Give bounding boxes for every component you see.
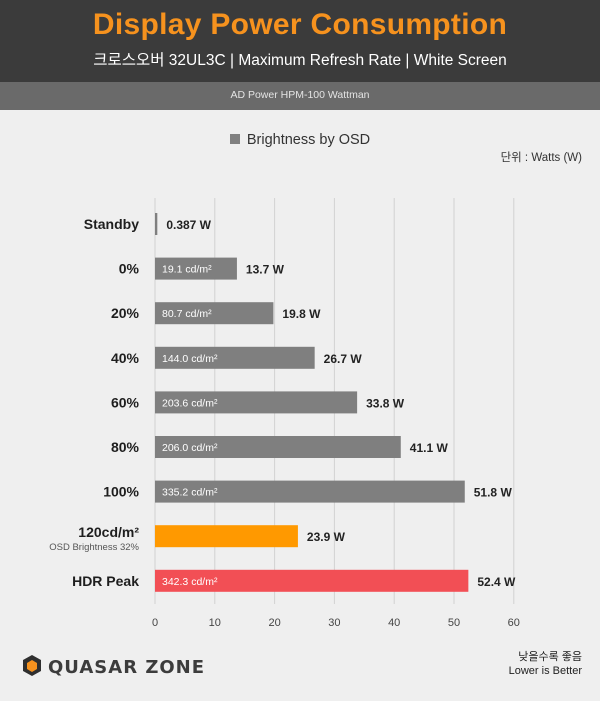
category-label: 40% bbox=[111, 350, 140, 366]
bar bbox=[155, 213, 158, 235]
bar-inner-label: 80.7 cd/m² bbox=[162, 308, 212, 320]
value-label: 51.8 W bbox=[474, 486, 513, 500]
chart-subtitle: 크로스오버 32UL3C | Maximum Refresh Rate | Wh… bbox=[93, 52, 507, 69]
bar bbox=[155, 257, 237, 280]
category-label: 20% bbox=[111, 305, 140, 321]
x-tick-label: 0 bbox=[152, 617, 158, 629]
value-label: 19.8 W bbox=[282, 307, 321, 321]
footer-note-korean: 낮을수록 좋음 bbox=[518, 651, 582, 663]
header-bar bbox=[0, 0, 600, 82]
value-label: 33.8 W bbox=[366, 396, 405, 410]
x-tick-label: 50 bbox=[448, 617, 460, 629]
chart-title: Display Power Consumption bbox=[92, 8, 508, 41]
bar bbox=[155, 302, 274, 325]
x-tick-label: 60 bbox=[508, 617, 520, 629]
category-sublabel: OSD Brightness 32% bbox=[49, 542, 139, 553]
value-label: 13.7 W bbox=[246, 263, 285, 277]
bar bbox=[155, 480, 465, 503]
legend: Brightness by OSD bbox=[0, 132, 600, 148]
x-tick-label: 40 bbox=[388, 617, 400, 629]
footer-note: 낮을수록 좋음 Lower is Better bbox=[509, 650, 582, 678]
value-label: 23.9 W bbox=[307, 530, 346, 544]
bar bbox=[155, 436, 401, 458]
bar-inner-label: 342.3 cd/m² bbox=[162, 576, 218, 588]
legend-label: Brightness by OSD bbox=[246, 132, 371, 148]
source-bar bbox=[0, 82, 600, 110]
bar bbox=[155, 391, 358, 414]
value-label: 0.387 W bbox=[166, 218, 211, 232]
category-label: 0% bbox=[119, 261, 140, 277]
category-label: Standby bbox=[84, 216, 139, 232]
bar bbox=[155, 569, 469, 592]
bar bbox=[155, 525, 298, 548]
x-tick-label: 30 bbox=[328, 617, 340, 629]
bar bbox=[155, 346, 315, 369]
value-label: 26.7 W bbox=[324, 352, 363, 366]
bar-inner-label: 203.6 cd/m² bbox=[162, 397, 218, 409]
category-label: 80% bbox=[111, 439, 140, 455]
category-label: 60% bbox=[111, 394, 140, 410]
category-label: 100% bbox=[103, 484, 139, 500]
bar-inner-label: 335.2 cd/m² bbox=[162, 487, 218, 499]
hexagon-logo-icon bbox=[23, 655, 41, 676]
bar-inner-label: 144.0 cd/m² bbox=[162, 353, 218, 365]
brand-name: QUASAR ZONE bbox=[48, 657, 206, 678]
legend-swatch bbox=[229, 134, 240, 144]
bar-inner-label: 206.0 cd/m² bbox=[162, 442, 218, 454]
source-label: AD Power HPM-100 Wattman bbox=[230, 89, 370, 101]
bar-inner-label: 19.1 cd/m² bbox=[162, 264, 212, 276]
footer-note-english: Lower is Better bbox=[508, 665, 582, 677]
category-label: HDR Peak bbox=[72, 573, 139, 589]
category-label: 120cd/m² bbox=[78, 524, 139, 540]
value-label: 52.4 W bbox=[477, 575, 516, 589]
units-label: 단위 : Watts (W) bbox=[500, 152, 582, 164]
x-tick-label: 10 bbox=[209, 617, 221, 629]
x-tick-label: 20 bbox=[268, 617, 280, 629]
value-label: 41.1 W bbox=[410, 441, 449, 455]
